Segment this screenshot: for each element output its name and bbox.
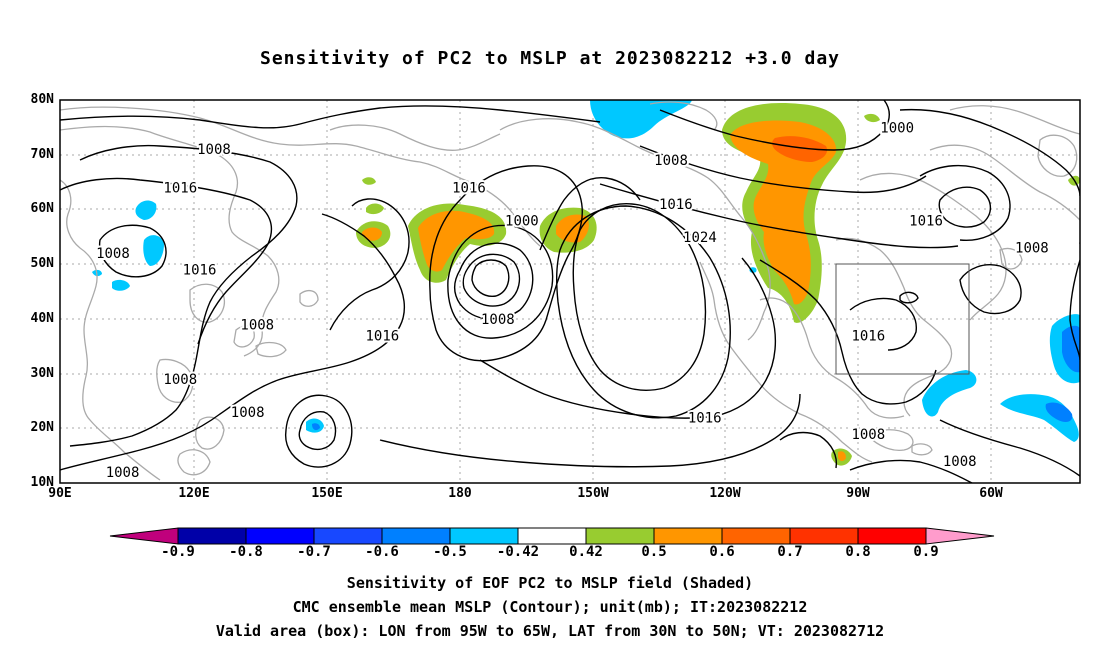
contour-label: 1008 bbox=[481, 312, 515, 328]
contour-label: 1008 bbox=[96, 246, 130, 262]
contour-label: 1016 bbox=[1078, 241, 1100, 257]
colorbar-label: -0.7 bbox=[297, 544, 331, 560]
colorbar-label: -0.6 bbox=[365, 544, 399, 560]
contour-label: 1016 bbox=[163, 181, 197, 197]
footer-line-shaded: Sensitivity of EOF PC2 to MSLP field (Sh… bbox=[346, 574, 754, 592]
colorbar-label: 0.7 bbox=[777, 544, 803, 560]
contour-label: 1008 bbox=[654, 153, 688, 169]
colorbar-swatch bbox=[857, 527, 927, 545]
colorbar-swatch bbox=[245, 527, 315, 545]
contour-label: 1008 bbox=[106, 465, 140, 481]
lat-label-10n: 10N bbox=[30, 475, 54, 490]
lon-label-150e: 150E bbox=[311, 486, 343, 501]
colorbar-label: 0.5 bbox=[641, 544, 667, 560]
lon-label-180: 180 bbox=[448, 486, 472, 501]
contour-label: 1008 bbox=[231, 405, 265, 421]
lat-label-40n: 40N bbox=[30, 311, 54, 326]
contour-label: 1008 bbox=[197, 142, 231, 158]
lat-label-70n: 70N bbox=[30, 147, 54, 162]
lat-label-20n: 20N bbox=[30, 420, 54, 435]
map-frame bbox=[59, 99, 1081, 484]
contour-label: 1008 bbox=[943, 454, 977, 470]
colorbar-label: -0.8 bbox=[229, 544, 263, 560]
coastlines bbox=[60, 101, 1080, 481]
colorbar bbox=[109, 527, 995, 545]
colorbar-label: 0.42 bbox=[569, 544, 603, 560]
contour-label: 1008 bbox=[851, 427, 885, 443]
colorbar-swatch bbox=[177, 527, 247, 545]
colorbar-swatch bbox=[313, 527, 383, 545]
lat-label-60n: 60N bbox=[30, 201, 54, 216]
colorbar-swatch bbox=[517, 527, 587, 545]
colorbar-label: -0.5 bbox=[433, 544, 467, 560]
colorbar-label: 0.9 bbox=[913, 544, 939, 560]
colorbar-label: 0.6 bbox=[709, 544, 735, 560]
colorbar-swatch bbox=[653, 527, 723, 545]
lat-label-50n: 50N bbox=[30, 256, 54, 271]
lon-label-60w: 60W bbox=[979, 486, 1003, 501]
lon-label-120w: 120W bbox=[709, 486, 741, 501]
map-title: Sensitivity of PC2 to MSLP at 2023082212… bbox=[259, 48, 840, 69]
lon-label-90e: 90E bbox=[48, 486, 72, 501]
footer-line-valid-area: Valid area (box): LON from 95W to 65W, L… bbox=[215, 622, 885, 640]
contour-label: 1016 bbox=[659, 197, 693, 213]
contour-label: 1016 bbox=[688, 410, 722, 426]
lat-label-80n: 80N bbox=[30, 92, 54, 107]
contour-label: 1016 bbox=[365, 328, 399, 344]
colorbar-label: -0.42 bbox=[496, 544, 540, 560]
contour-label: 1008 bbox=[163, 372, 197, 388]
colorbar-swatch bbox=[381, 527, 451, 545]
lon-label-90w: 90W bbox=[846, 486, 870, 501]
colorbar-high-cap bbox=[925, 527, 995, 545]
footer-line-contour: CMC ensemble mean MSLP (Contour); unit(m… bbox=[292, 598, 808, 616]
contour-label: 1016 bbox=[452, 181, 486, 197]
colorbar-swatch bbox=[789, 527, 859, 545]
lon-label-120e: 120E bbox=[178, 486, 210, 501]
contour-label: 1000 bbox=[505, 213, 539, 229]
mslp-contours bbox=[60, 100, 1080, 483]
contour-label: 1016 bbox=[909, 213, 943, 229]
contour-label: 1008 bbox=[1015, 241, 1049, 257]
contour-labels: 1008 1016 1008 1016 1008 1016 1008 1008 1008 1016… bbox=[94, 118, 1100, 483]
map-panel: 1008 1016 1008 1016 1008 1016 1008 1008 1008 1016… bbox=[59, 99, 1100, 484]
contour-label: 1016 bbox=[851, 328, 885, 344]
contour-label: 1024 bbox=[683, 230, 717, 246]
contour-label: 1008 bbox=[240, 317, 274, 333]
colorbar-swatch bbox=[585, 527, 655, 545]
colorbar-label: -0.9 bbox=[161, 544, 195, 560]
colorbar-label: 0.8 bbox=[845, 544, 871, 560]
lat-label-30n: 30N bbox=[30, 366, 54, 381]
valid-area-box bbox=[835, 263, 970, 375]
lon-label-150w: 150W bbox=[577, 486, 609, 501]
colorbar-low-cap bbox=[109, 527, 179, 545]
colorbar-swatch bbox=[721, 527, 791, 545]
contour-label: 1016 bbox=[183, 263, 217, 279]
positive-sensitivity-shading bbox=[356, 103, 1080, 466]
contour-label: 1000 bbox=[880, 120, 914, 136]
colorbar-swatch bbox=[449, 527, 519, 545]
